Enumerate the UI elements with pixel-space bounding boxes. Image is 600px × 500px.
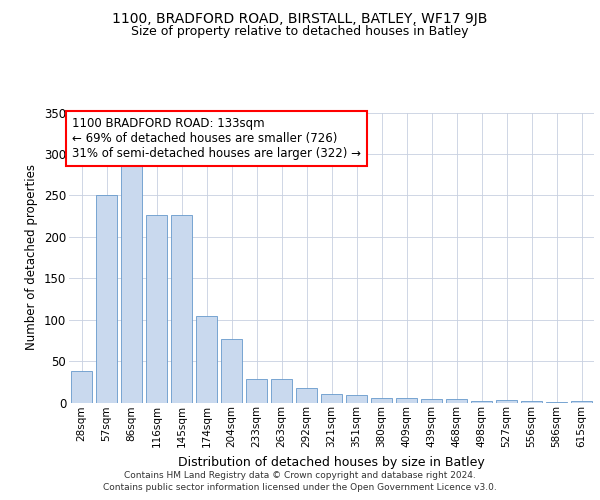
Bar [296, 388, 317, 402]
Bar [146, 215, 167, 402]
Bar [271, 380, 292, 402]
Bar [371, 398, 392, 402]
Text: Contains HM Land Registry data © Crown copyright and database right 2024.
Contai: Contains HM Land Registry data © Crown c… [103, 471, 497, 492]
Bar [221, 338, 242, 402]
Text: 1100, BRADFORD ROAD, BIRSTALL, BATLEY, WF17 9JB: 1100, BRADFORD ROAD, BIRSTALL, BATLEY, W… [112, 12, 488, 26]
X-axis label: Distribution of detached houses by size in Batley: Distribution of detached houses by size … [178, 456, 485, 468]
Bar [571, 401, 592, 402]
Bar [496, 400, 517, 402]
Bar [171, 215, 192, 402]
Bar [246, 380, 267, 402]
Bar [96, 196, 117, 402]
Bar [196, 316, 217, 402]
Bar [471, 401, 492, 402]
Bar [71, 371, 92, 402]
Bar [321, 394, 342, 402]
Bar [446, 399, 467, 402]
Bar [396, 398, 417, 402]
Text: Size of property relative to detached houses in Batley: Size of property relative to detached ho… [131, 25, 469, 38]
Bar [121, 162, 142, 402]
Bar [521, 401, 542, 402]
Text: 1100 BRADFORD ROAD: 133sqm
← 69% of detached houses are smaller (726)
31% of sem: 1100 BRADFORD ROAD: 133sqm ← 69% of deta… [71, 117, 361, 160]
Y-axis label: Number of detached properties: Number of detached properties [25, 164, 38, 350]
Bar [346, 395, 367, 402]
Bar [421, 399, 442, 402]
